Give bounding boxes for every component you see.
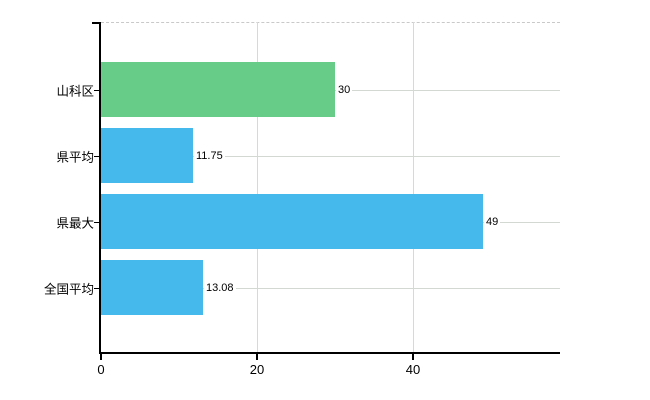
x-tick-label: 20 xyxy=(249,362,265,377)
x-tick-label: 40 xyxy=(405,362,421,377)
plot-top-border xyxy=(101,22,560,23)
x-axis-tick xyxy=(100,354,102,360)
x-tick-label: 0 xyxy=(97,362,105,377)
bar xyxy=(101,128,193,183)
category-label: 県最大 xyxy=(56,216,94,230)
category-label: 山科区 xyxy=(56,84,94,98)
x-gridline xyxy=(257,22,258,352)
value-label: 30 xyxy=(336,83,353,96)
category-gridline xyxy=(101,155,560,157)
bar xyxy=(101,62,335,117)
x-axis-tick xyxy=(256,354,258,360)
category-label: 全国平均 xyxy=(43,282,94,296)
y-axis-line xyxy=(99,22,101,354)
value-label: 11.75 xyxy=(194,149,225,162)
y-axis-tick xyxy=(94,221,100,223)
bar xyxy=(101,260,203,315)
y-axis-tick xyxy=(94,89,100,91)
x-axis-line xyxy=(99,352,560,354)
value-label: 49 xyxy=(484,215,501,228)
y-axis-tick xyxy=(94,155,100,157)
x-gridline xyxy=(413,22,414,352)
category-label: 県平均 xyxy=(56,150,94,164)
value-label: 13.08 xyxy=(204,281,236,294)
y-axis-end-tick xyxy=(92,22,100,24)
bar xyxy=(101,194,483,249)
category-gridline xyxy=(101,287,560,289)
x-axis-tick xyxy=(412,354,414,360)
y-axis-tick xyxy=(94,287,100,289)
